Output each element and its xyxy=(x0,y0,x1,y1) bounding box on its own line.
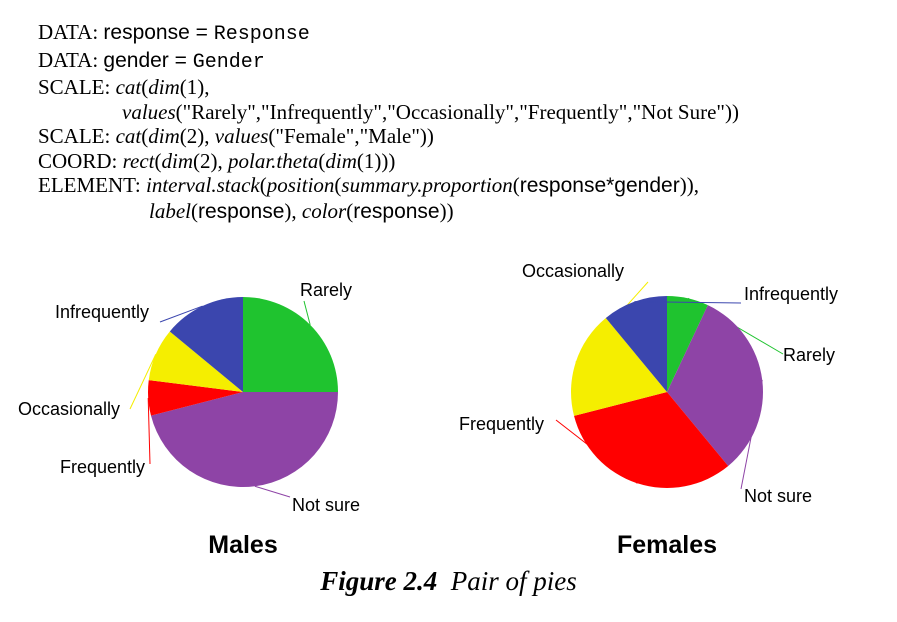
code-keyword: SCALE: xyxy=(38,124,111,148)
slice-label-occasionally: Occasionally xyxy=(18,399,120,419)
code-line-1: DATA: response = Response xyxy=(38,20,888,48)
pie-females: Rarely Not sure Frequently Occasionally Infr… xyxy=(459,261,838,559)
pie-slice-occasionally xyxy=(148,331,243,392)
code-args: )) xyxy=(439,198,454,223)
code-dim: dim xyxy=(325,148,357,173)
code-dim: dim xyxy=(161,148,193,173)
code-args: )), xyxy=(679,173,699,197)
code-args: ), xyxy=(284,198,302,223)
slice-label-frequently: Frequently xyxy=(459,414,544,434)
slice-label-not-sure: Not sure xyxy=(744,486,812,506)
pie-slice-rarely xyxy=(243,297,338,392)
code-keyword: ELEMENT: xyxy=(38,173,141,197)
code-keyword: DATA: xyxy=(38,47,99,72)
leader-line-occasionally xyxy=(129,354,157,410)
figure-number: Figure 2.4 xyxy=(320,566,438,596)
code-line-3: SCALE: cat(dim(1), xyxy=(38,75,210,99)
code-args: ("Rarely","Infrequently","Occasionally",… xyxy=(175,99,739,124)
code-function: rect xyxy=(122,148,155,173)
leader-line-frequently xyxy=(555,419,638,484)
code-dim: dim xyxy=(148,75,180,99)
code-dim: dim xyxy=(148,124,180,148)
code-variable: gender xyxy=(103,48,169,72)
code-source: Gender xyxy=(192,50,265,74)
slice-label-rarely: Rarely xyxy=(783,345,835,365)
code-color-fn: color xyxy=(301,198,347,223)
code-position: position xyxy=(266,173,335,197)
code-values: values xyxy=(122,99,176,124)
code-line-2: DATA: gender = Gender xyxy=(38,48,888,76)
code-keyword: DATA: xyxy=(38,20,99,44)
leader-line-infrequently xyxy=(634,301,742,304)
slice-label-not-sure: Not sure xyxy=(292,495,360,515)
pie-title-males: Males xyxy=(208,531,277,559)
code-variable: response xyxy=(198,199,285,223)
leader-line-not-sure xyxy=(254,485,291,498)
leader-line-not-sure xyxy=(740,379,763,490)
code-keyword: COORD: xyxy=(38,148,118,173)
leader-line-frequently xyxy=(147,397,151,465)
code-variable: response xyxy=(103,21,190,44)
code-equals: = xyxy=(189,21,214,44)
pie-title-females: Females xyxy=(617,531,717,559)
code-equals: = xyxy=(168,48,193,72)
pie-slice-not-sure xyxy=(667,305,763,466)
pie-slice-frequently xyxy=(147,380,243,416)
pie-males: Rarely Not sure Frequently Occasionally Infr… xyxy=(18,280,360,559)
code-line-5: SCALE: cat(dim(2), values("Female","Male… xyxy=(38,124,434,148)
code-source: Response xyxy=(213,23,310,46)
code-args: ("Female","Male")) xyxy=(268,124,434,148)
leader-line-infrequently xyxy=(159,305,203,323)
pie-slice-occasionally xyxy=(571,318,667,416)
code-args: (1), xyxy=(179,75,210,99)
code-function: interval.stack xyxy=(146,173,260,197)
code-args: (2), xyxy=(192,148,228,173)
figure-caption: Figure 2.4 Pair of pies xyxy=(0,566,897,597)
slice-label-infrequently: Infrequently xyxy=(744,284,838,304)
slice-label-rarely: Rarely xyxy=(300,280,352,300)
code-line-8: label(response), color(response)) xyxy=(149,198,454,223)
figure-caption-text: Pair of pies xyxy=(450,566,577,596)
code-expression: response*gender xyxy=(519,174,680,197)
slice-label-infrequently: Infrequently xyxy=(55,302,149,322)
code-values: values xyxy=(214,124,269,148)
code-args: (2), xyxy=(179,124,215,148)
code-line-4: values("Rarely","Infrequently","Occasion… xyxy=(38,100,888,125)
pie-slice-infrequently xyxy=(605,296,667,392)
code-function: cat xyxy=(115,124,142,148)
slice-label-occasionally: Occasionally xyxy=(522,261,624,281)
code-function: cat xyxy=(115,75,142,99)
slice-label-frequently: Frequently xyxy=(60,457,145,477)
code-line-6: COORD: rect(dim(2), polar.theta(dim(1))) xyxy=(38,148,396,173)
code-summary: summary.proportion xyxy=(341,173,513,197)
pie-slice-not-sure xyxy=(150,392,338,488)
gpl-code-block: DATA: response = Response DATA: gender =… xyxy=(38,20,888,224)
pie-slice-rarely xyxy=(667,296,708,392)
leader-line-rarely xyxy=(303,300,311,325)
code-line-7: ELEMENT: interval.stack(position(summary… xyxy=(38,173,699,197)
code-variable: response xyxy=(353,199,440,223)
code-args: (1))) xyxy=(356,148,396,173)
pie-slice-infrequently xyxy=(169,297,243,392)
code-keyword: SCALE: xyxy=(38,75,111,99)
code-polar: polar.theta xyxy=(227,148,319,173)
code-label-fn: label xyxy=(149,198,191,223)
